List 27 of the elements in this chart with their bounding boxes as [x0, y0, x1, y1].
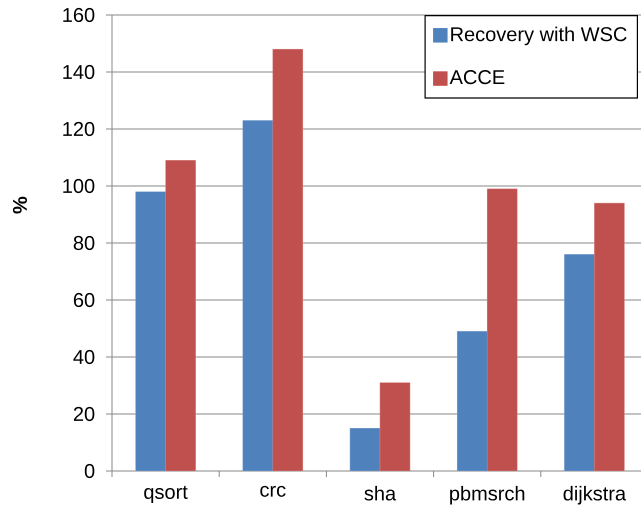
- y-tick-label: 0: [84, 464, 94, 478]
- bar: [350, 428, 380, 471]
- bar: [456, 331, 488, 471]
- y-tick-label: 80: [74, 236, 94, 250]
- y-tick-label: 100: [63, 178, 94, 194]
- y-tick-label: 140: [63, 64, 94, 80]
- x-tick-label: crc: [260, 486, 286, 497]
- bar: [242, 120, 274, 471]
- y-tick-label: 60: [74, 292, 94, 308]
- x-tick-label: dijkstra: [564, 486, 626, 505]
- y-tick-label: 40: [73, 350, 94, 364]
- x-tick-label: pbmsrch: [450, 486, 524, 505]
- y-tick-label: 160: [63, 8, 94, 22]
- bar: [594, 202, 625, 471]
- legend-label: Recovery with WSC: [451, 26, 627, 46]
- bar: [564, 254, 595, 471]
- y-axis-title: %: [12, 196, 27, 214]
- legend-label: ACCE: [450, 70, 504, 84]
- x-tick-label: qsort: [144, 486, 188, 503]
- bar: [486, 188, 518, 471]
- bar: [135, 191, 166, 471]
- y-tick-label: 120: [63, 122, 94, 136]
- x-tick-label: sha: [364, 486, 396, 501]
- bar: [272, 48, 304, 471]
- y-tick-label: 20: [74, 406, 94, 422]
- bar: [380, 382, 410, 471]
- bar: [165, 160, 196, 471]
